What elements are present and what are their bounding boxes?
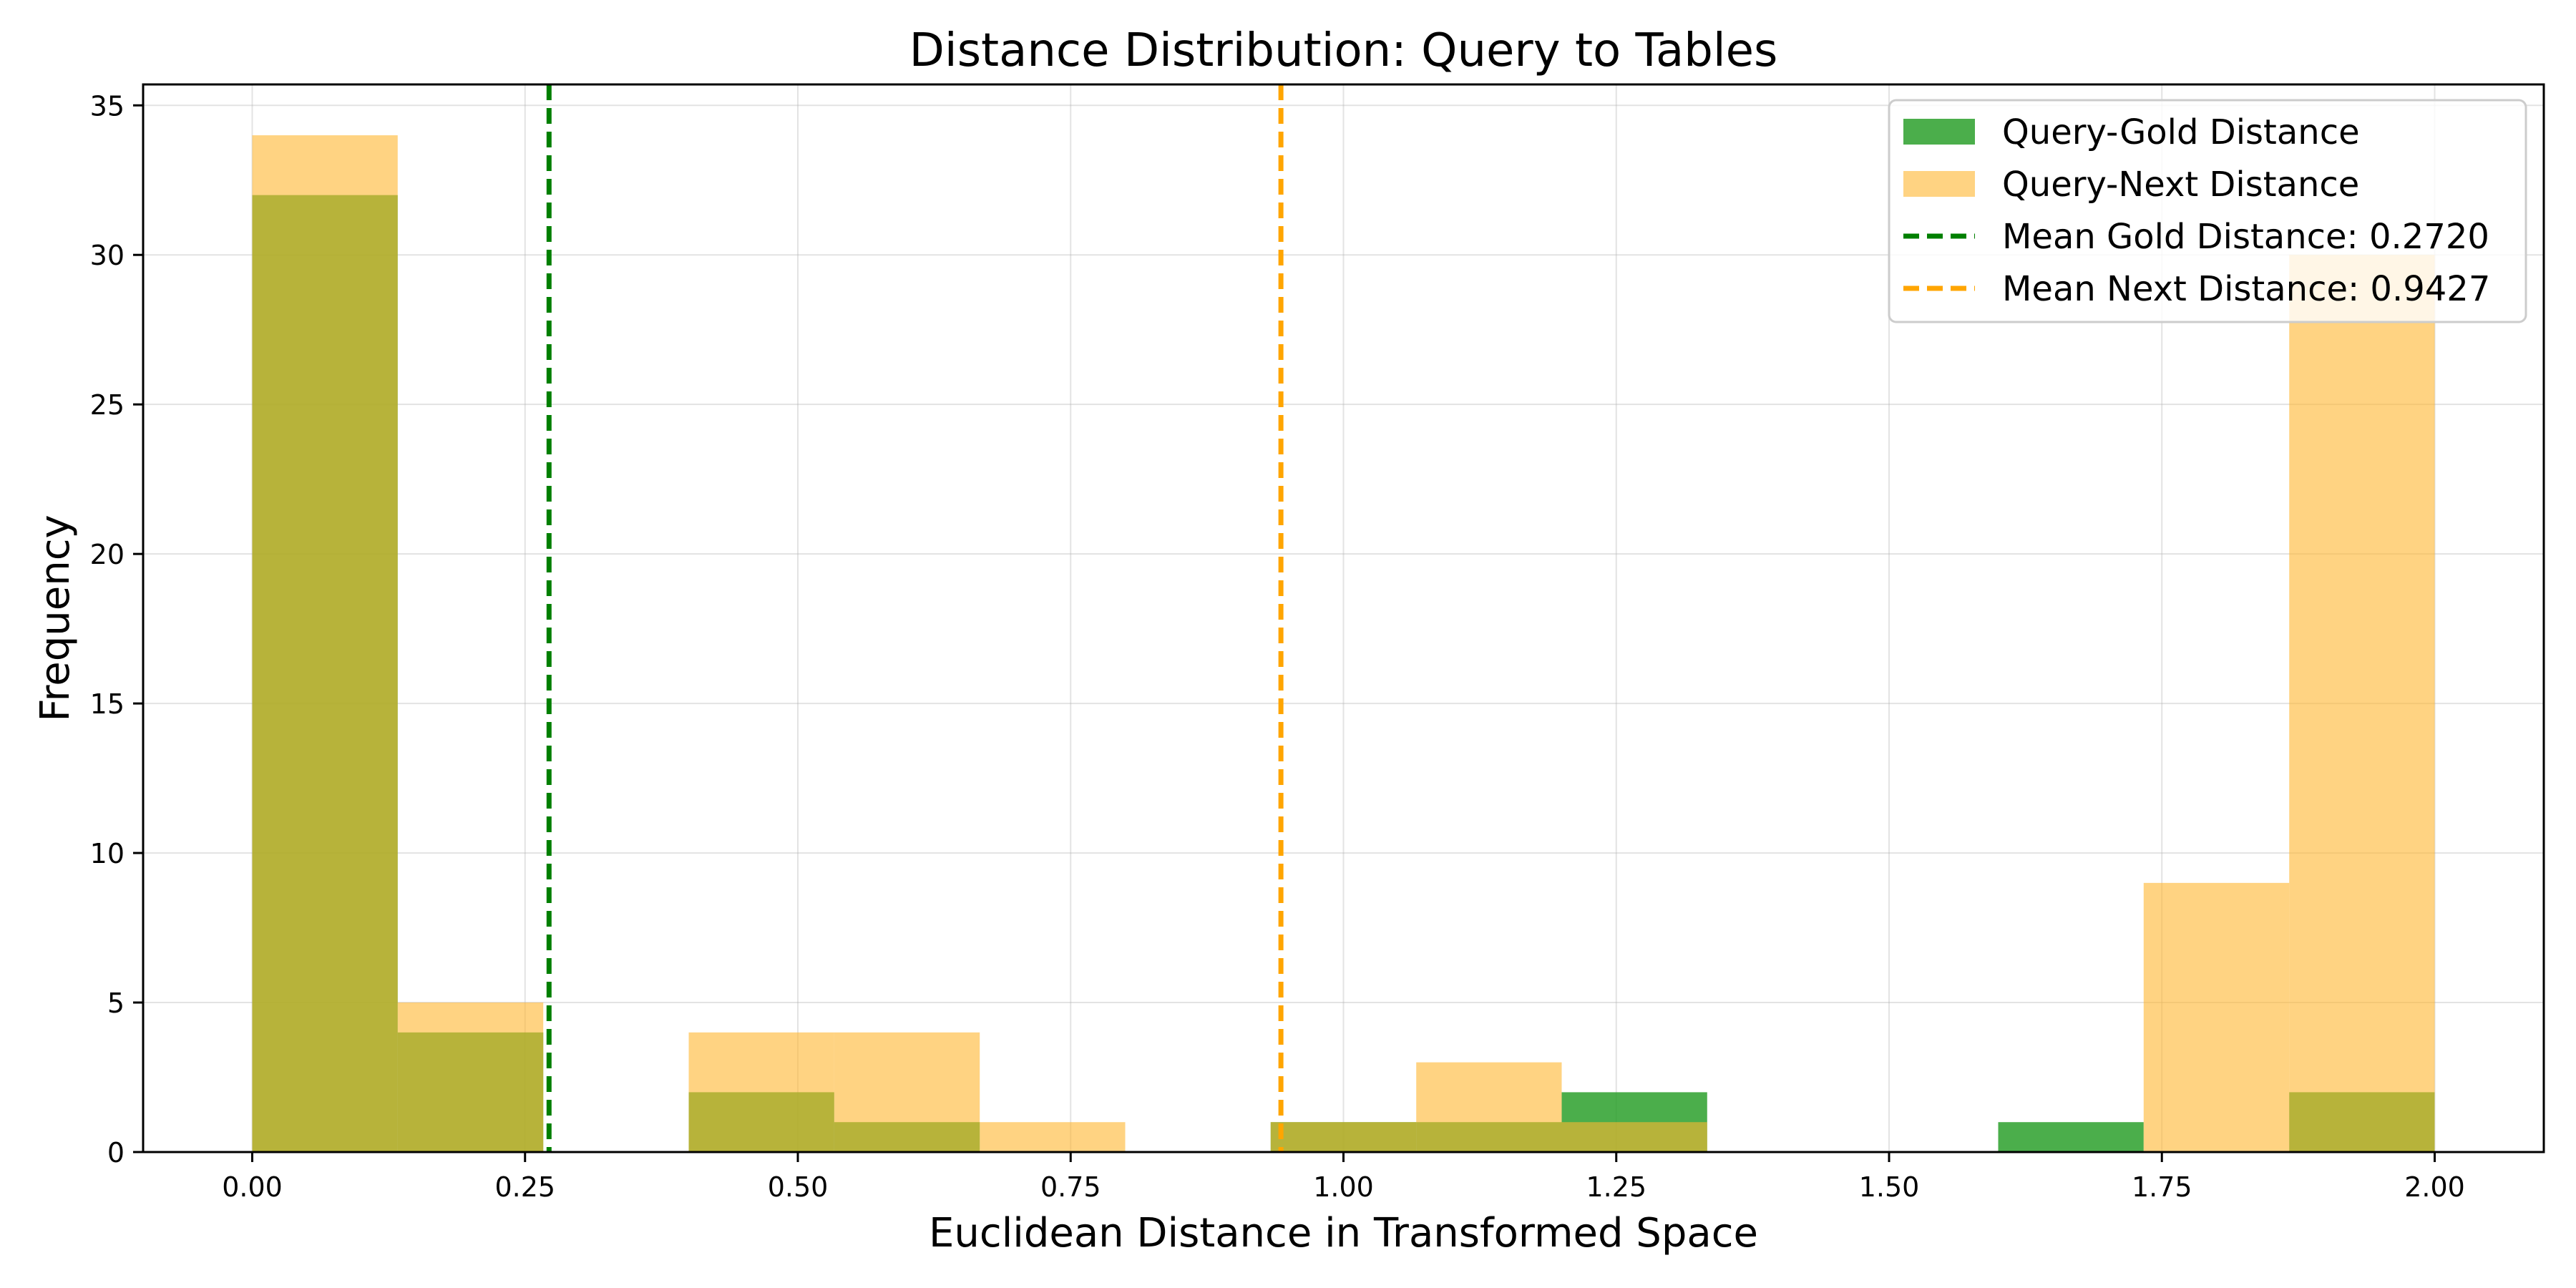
y-tick-label: 5 — [107, 987, 125, 1019]
x-tick-label: 0.75 — [1040, 1171, 1101, 1203]
x-axis-label: Euclidean Distance in Transformed Space — [929, 1210, 1758, 1257]
next-bar — [397, 1002, 544, 1152]
legend-label-gold: Query-Gold Distance — [2002, 112, 2360, 152]
y-tick-label: 35 — [90, 90, 125, 122]
x-tick-label: 1.50 — [1859, 1171, 1920, 1203]
legend-label-next-mean: Mean Next Distance: 0.9427 — [2002, 269, 2490, 309]
next-bar — [1416, 1062, 1562, 1152]
y-axis-label: Frequency — [32, 514, 79, 721]
legend-swatch-gold — [1903, 119, 1975, 145]
x-tick-label: 1.75 — [2132, 1171, 2192, 1203]
x-tick-label: 2.00 — [2404, 1171, 2465, 1203]
x-tick-label: 1.25 — [1586, 1171, 1646, 1203]
y-tick-label: 20 — [90, 539, 125, 570]
next-bar — [2289, 255, 2435, 1152]
y-tick-label: 25 — [90, 389, 125, 421]
next-bar — [1270, 1122, 1417, 1152]
x-tick-label: 0.25 — [494, 1171, 555, 1203]
next-bar — [252, 135, 398, 1153]
histogram-bars — [252, 135, 2435, 1153]
next-bar — [1561, 1122, 1707, 1152]
next-bar — [834, 1032, 980, 1152]
legend-label-gold-mean: Mean Gold Distance: 0.2720 — [2002, 217, 2489, 257]
y-tick-label: 30 — [90, 240, 125, 271]
x-tick-label: 0.50 — [768, 1171, 829, 1203]
mean-lines — [546, 84, 1284, 1152]
legend-box — [1888, 99, 2527, 323]
y-tick-label: 10 — [90, 838, 125, 869]
next-bar — [2143, 882, 2290, 1152]
gold-bar — [1998, 1122, 2144, 1152]
legend-swatch-next — [1903, 171, 1975, 197]
next-bar — [980, 1122, 1126, 1152]
chart-title: Distance Distribution: Query to Tables — [909, 24, 1778, 77]
y-tick-label: 15 — [90, 688, 125, 720]
legend: Query-Gold Distance Query-Next Distance … — [1888, 99, 2527, 323]
y-tick-label: 0 — [107, 1137, 125, 1169]
x-tick-label: 1.00 — [1313, 1171, 1374, 1203]
legend-label-next: Query-Next Distance — [2002, 165, 2359, 205]
x-tick-label: 0.00 — [222, 1171, 283, 1203]
axis-ticks: 0.00 0.25 0.50 0.75 1.00 1.25 1.50 1.75 2.00 0 5 10… — [90, 90, 2465, 1203]
next-bar — [688, 1032, 834, 1152]
